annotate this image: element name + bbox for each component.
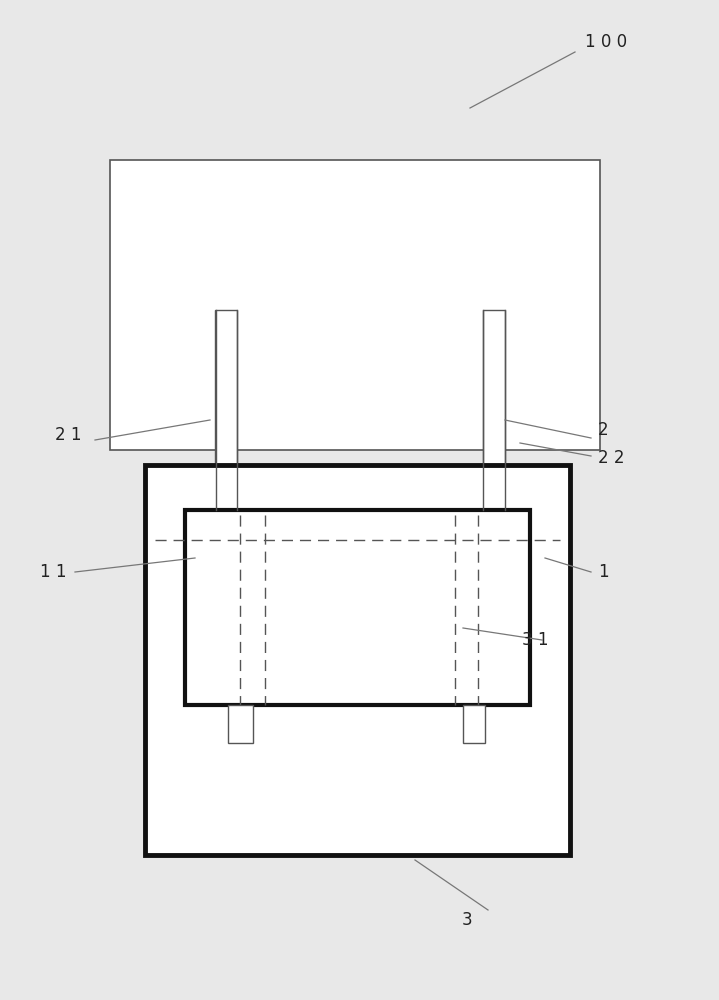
Bar	[215, 310, 237, 575]
Text: 1 0 0: 1 0 0	[585, 33, 627, 51]
Bar	[145, 465, 570, 855]
Text: 2: 2	[598, 421, 608, 439]
Text: 3 1: 3 1	[522, 631, 549, 649]
Text: 1 1: 1 1	[40, 563, 66, 581]
Bar	[110, 160, 600, 450]
Text: 1: 1	[598, 563, 608, 581]
Bar	[185, 510, 530, 705]
Bar	[463, 705, 485, 743]
Text: 2 1: 2 1	[55, 426, 81, 444]
Bar	[483, 310, 505, 575]
Text: 3: 3	[462, 911, 472, 929]
Text: 2 2: 2 2	[598, 449, 625, 467]
Bar	[228, 705, 253, 743]
